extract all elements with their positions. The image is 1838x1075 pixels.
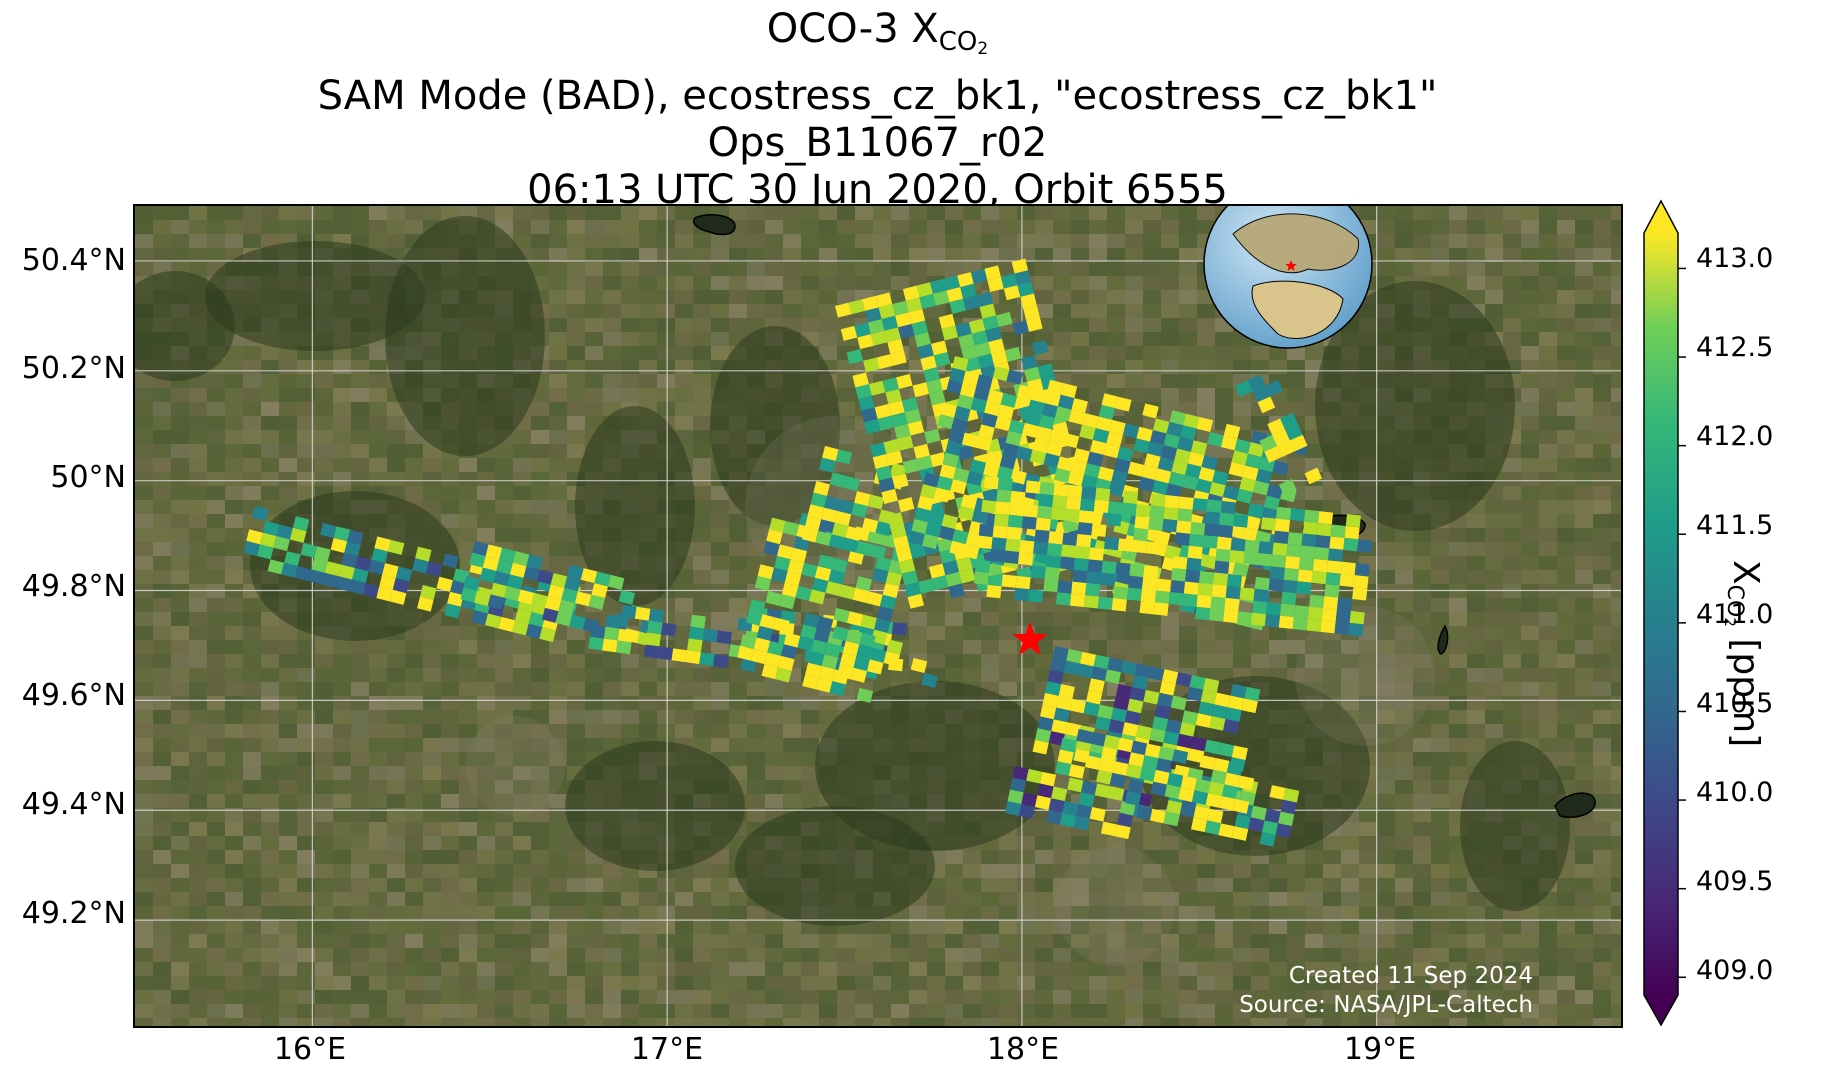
title-line-3: Ops_B11067_r02	[707, 120, 1048, 166]
colorbar-tick-label: 411.0	[1696, 599, 1774, 630]
lat-tick-label: 49.4°N	[21, 787, 126, 822]
colorbar-tick-label: 413.0	[1696, 243, 1774, 274]
colorbar-tick-label: 412.0	[1696, 421, 1774, 452]
lat-tick-label: 49.2°N	[21, 896, 126, 931]
lon-tick-label: 17°E	[630, 1032, 704, 1067]
lon-tick-label: 16°E	[273, 1032, 347, 1067]
colorbar-tick-label: 410.0	[1696, 777, 1774, 808]
lat-tick-label: 50°N	[50, 460, 126, 495]
globe-inset-icon	[1203, 206, 1373, 349]
colorbar-tick-marks	[1678, 267, 1686, 979]
map-gridlines	[135, 206, 1621, 1026]
colorbar-tick-label: 412.5	[1696, 332, 1774, 363]
colorbar	[1643, 199, 1686, 1027]
lat-tick-label: 49.8°N	[21, 569, 126, 604]
xco2-soundings	[243, 258, 1373, 847]
title-line-2: SAM Mode (BAD), ecostress_cz_bk1, "ecost…	[317, 73, 1438, 119]
lon-tick-label: 19°E	[1343, 1032, 1417, 1067]
credit-source: Source: NASA/JPL-Caltech	[1239, 992, 1533, 1018]
colorbar-label: XCO2 [ppm]	[1721, 560, 1766, 748]
colorbar-tick-label: 409.0	[1696, 955, 1774, 986]
lat-tick-label: 50.4°N	[21, 243, 126, 278]
colorbar-gradient	[1643, 199, 1679, 1027]
colorbar-tick-label: 410.5	[1696, 688, 1774, 719]
red-star-icon	[1012, 621, 1048, 655]
lat-tick-label: 50.2°N	[21, 351, 126, 386]
colorbar-tick-label: 411.5	[1696, 510, 1774, 541]
lon-tick-label: 18°E	[986, 1032, 1060, 1067]
lat-tick-label: 49.6°N	[21, 678, 126, 713]
title-line-1: OCO-3 XCO2	[766, 6, 989, 59]
map-panel[interactable]	[133, 204, 1623, 1028]
colorbar-tick-label: 409.5	[1696, 866, 1774, 897]
credit-created: Created 11 Sep 2024	[1288, 963, 1533, 989]
plot-title: OCO-3 XCO2 SAM Mode (BAD), ecostress_cz_…	[135, 6, 1620, 214]
satellite-map	[135, 206, 1621, 1026]
